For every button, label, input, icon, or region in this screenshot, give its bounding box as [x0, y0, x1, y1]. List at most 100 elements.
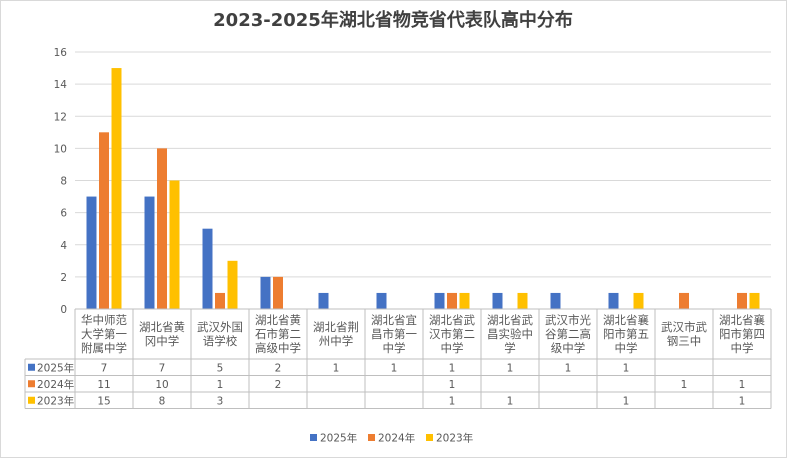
legend-swatch — [368, 434, 375, 441]
table-value: 2 — [275, 362, 282, 374]
bar — [157, 148, 167, 309]
table-value: 7 — [101, 362, 108, 374]
series-key — [28, 396, 35, 404]
category-label-line: 湖北省宜 — [371, 313, 417, 327]
category-label-line: 级中学 — [551, 341, 586, 355]
category-label-line: 湖北省襄 — [603, 313, 649, 327]
bar — [459, 292, 470, 309]
bar — [227, 260, 238, 309]
table-value: 1 — [391, 362, 398, 374]
table-value: 3 — [217, 395, 224, 407]
legend-swatch — [426, 434, 433, 441]
legend-label: 2023年 — [436, 432, 473, 445]
table-value: 1 — [507, 362, 514, 374]
category-label-line: 昌市第一 — [371, 327, 417, 341]
series-key — [28, 363, 35, 371]
category-label-line: 湖北省黄 — [139, 320, 185, 334]
y-tick-label: 6 — [60, 208, 67, 220]
table-value: 10 — [155, 379, 168, 391]
table-value: 7 — [159, 362, 166, 374]
bar — [376, 292, 387, 309]
bar — [318, 292, 329, 309]
bar — [492, 292, 503, 309]
table-value: 2 — [275, 379, 282, 391]
legend-label: 2025年 — [320, 432, 357, 445]
table-value: 11 — [97, 379, 110, 391]
table-value: 1 — [739, 395, 746, 407]
table-value: 1 — [449, 379, 456, 391]
series-row-label: 2025年 — [37, 361, 74, 374]
category-label-line: 语学校 — [203, 334, 238, 348]
category-label: 湖北省黄石市第二高级中学 — [255, 313, 301, 355]
bars — [86, 68, 760, 309]
category-label-line: 大学第一 — [81, 327, 127, 341]
y-tick-label: 14 — [54, 79, 68, 91]
table-value: 1 — [507, 395, 514, 407]
category-label-line: 华中师范 — [81, 313, 127, 327]
legend-label: 2024年 — [378, 432, 415, 445]
table-value: 8 — [159, 395, 166, 407]
series-key — [28, 380, 35, 388]
bar — [737, 292, 747, 309]
table-value: 1 — [333, 362, 340, 374]
category-label-line: 州中学 — [319, 334, 354, 348]
category-label-line: 中学 — [441, 341, 464, 355]
category-label-line: 高级中学 — [255, 341, 301, 355]
category-label-line: 谷第二高 — [545, 327, 591, 341]
category-label-line: 湖北省武 — [487, 313, 533, 327]
category-label-line: 湖北省黄 — [255, 313, 301, 327]
legend: 2025年 2024年 2023年 — [310, 432, 473, 445]
y-tick-label: 12 — [54, 111, 67, 123]
category-label: 华中师范大学第一附属中学 — [81, 313, 127, 355]
table-value: 1 — [681, 379, 688, 391]
category-label-line: 钢三中 — [667, 334, 702, 348]
category-label-line: 冈中学 — [145, 334, 180, 348]
bar — [679, 292, 689, 309]
category-label: 湖北省襄阳市第五中学 — [603, 313, 649, 355]
category-label: 武汉市武钢三中 — [661, 320, 707, 348]
series-row-label: 2024年 — [37, 378, 74, 391]
table-value: 1 — [623, 362, 630, 374]
table-value: 1 — [565, 362, 572, 374]
category-label-line: 昌实验中 — [487, 327, 533, 341]
bar — [608, 292, 619, 309]
category-label-line: 湖北省武 — [429, 313, 475, 327]
series-row-label: 2023年 — [37, 394, 74, 407]
category-label: 湖北省宜昌市第一中学 — [371, 313, 417, 355]
category-label-line: 学 — [504, 341, 516, 355]
bar — [749, 292, 760, 309]
y-tick-label: 4 — [60, 240, 67, 252]
category-label-line: 汉市第二 — [429, 327, 475, 341]
category-label-line: 中学 — [615, 341, 638, 355]
category-label-line: 武汉市光 — [545, 313, 591, 327]
table-value: 1 — [739, 379, 746, 391]
table-value: 1 — [217, 379, 224, 391]
bar — [434, 292, 445, 309]
table-value: 15 — [97, 395, 110, 407]
category-label: 武汉外国语学校 — [197, 320, 243, 348]
category-label-line: 阳市第四 — [719, 327, 765, 341]
category-label: 湖北省襄阳市第四中学 — [719, 313, 765, 355]
bar — [517, 292, 528, 309]
category-label-line: 武汉外国 — [197, 320, 243, 334]
category-label-line: 湖北省襄 — [719, 313, 765, 327]
bar — [202, 228, 213, 309]
table-value: 5 — [217, 362, 224, 374]
category-label-line: 中学 — [383, 341, 406, 355]
bar — [273, 276, 283, 309]
table-value: 1 — [449, 362, 456, 374]
category-label: 湖北省黄冈中学 — [139, 320, 185, 348]
bar — [111, 68, 122, 309]
category-label-line: 石市第二 — [255, 327, 301, 341]
y-tick-label: 8 — [60, 176, 67, 188]
bar — [144, 196, 155, 309]
category-label-line: 湖北省荆 — [313, 320, 359, 334]
table-value: 1 — [623, 395, 630, 407]
bar — [550, 292, 561, 309]
category-label-line: 武汉市武 — [661, 320, 707, 334]
chart-title: 2023-2025年湖北省物竞省代表队高中分布 — [213, 9, 573, 31]
data-table: 华中师范大学第一附属中学湖北省黄冈中学武汉外国语学校湖北省黄石市第二高级中学湖北… — [24, 308, 772, 409]
table-value: 1 — [449, 395, 456, 407]
